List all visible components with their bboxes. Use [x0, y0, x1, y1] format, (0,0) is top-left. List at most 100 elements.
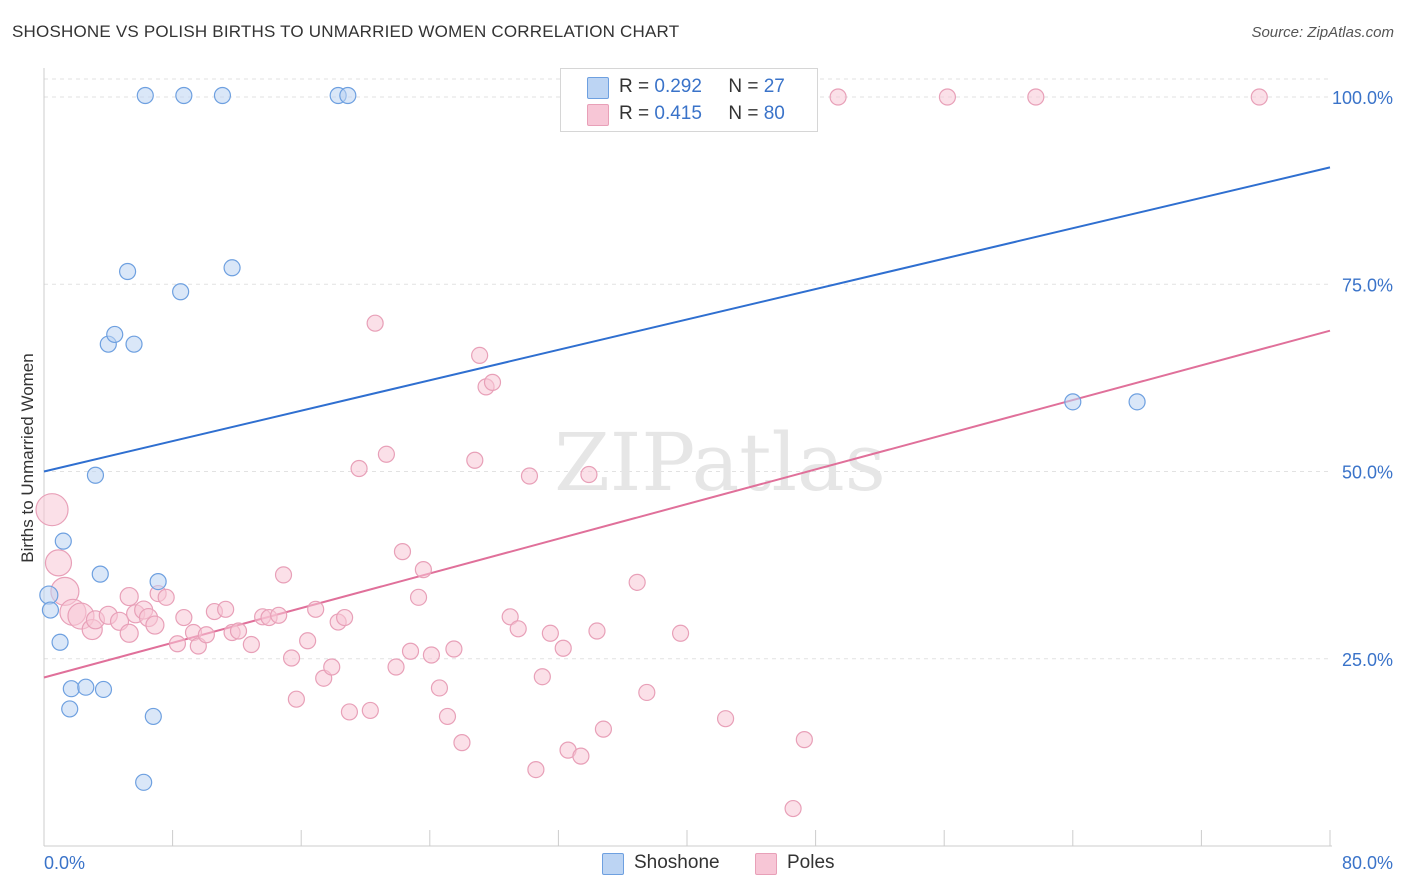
- poles-point: [282, 649, 301, 667]
- poles-point: [274, 566, 293, 584]
- shoshone-point: [223, 259, 241, 277]
- poles-point: [580, 465, 598, 484]
- poles-point: [430, 679, 449, 697]
- y-tick-label: 50.0%: [1342, 463, 1393, 483]
- chart-source: Source: ZipAtlas.com: [1251, 24, 1394, 41]
- y-tick-label: 100.0%: [1332, 88, 1393, 108]
- poles-point: [938, 88, 957, 106]
- poles-point: [1027, 88, 1045, 106]
- poles-point: [520, 467, 539, 485]
- data-points: [35, 86, 1268, 818]
- legend-r-label: R =: [619, 76, 650, 97]
- axes: [43, 68, 1332, 847]
- poles-point: [628, 573, 646, 591]
- poles-swatch: [587, 104, 609, 126]
- shoshone-point: [136, 86, 154, 105]
- poles-point: [784, 799, 802, 818]
- poles-point: [453, 734, 471, 752]
- poles-point: [541, 624, 559, 642]
- shoshone-point: [62, 680, 80, 698]
- poles-point: [1250, 88, 1268, 106]
- poles-point: [393, 543, 412, 561]
- tick-labels: 25.0% 50.0% 75.0% 100.0% 0.0% 80.0%: [44, 88, 1393, 873]
- poles-point: [145, 615, 165, 635]
- grid-lines: [44, 78, 1330, 660]
- x-tick-label: 80.0%: [1342, 853, 1393, 873]
- poles-point: [377, 445, 395, 463]
- poles-point: [401, 642, 420, 660]
- poles-point: [387, 658, 405, 676]
- poles-point: [340, 703, 359, 721]
- shoshone-point: [94, 680, 113, 699]
- poles-point: [409, 588, 428, 606]
- poles-point: [270, 606, 288, 624]
- legend-r-value: 0.415: [654, 103, 702, 124]
- poles-point: [197, 626, 215, 644]
- poles-point: [795, 731, 813, 749]
- shoshone-point: [135, 773, 153, 791]
- poles-point: [445, 640, 463, 658]
- poles-point: [554, 639, 572, 657]
- poles-point: [350, 459, 368, 478]
- legend-n-label: N =: [728, 103, 759, 124]
- y-axis-label: Births to Unmarried Women: [18, 353, 37, 562]
- poles-point: [588, 622, 606, 640]
- x-tick-label: 0.0%: [44, 853, 85, 873]
- poles-point: [323, 658, 341, 676]
- watermark: ZIPatlas: [554, 416, 886, 509]
- poles-point: [483, 373, 502, 391]
- poles-point: [229, 622, 248, 640]
- legend-label-poles: Poles: [787, 852, 835, 873]
- poles-point: [119, 586, 139, 607]
- poles-point: [168, 635, 187, 653]
- poles-point: [242, 635, 260, 654]
- legend-label-shoshone: Shoshone: [634, 852, 720, 873]
- poles-point: [119, 623, 139, 643]
- poles-point: [422, 646, 441, 664]
- shoshone-point: [118, 262, 137, 281]
- poles-point: [287, 690, 305, 708]
- legend-n-value: 80: [763, 103, 785, 124]
- poles-point: [572, 747, 590, 765]
- shoshone-point: [149, 573, 167, 591]
- poles-point: [414, 561, 432, 579]
- shoshone-swatch: [587, 77, 609, 99]
- poles-swatch: [755, 853, 777, 875]
- shoshone-point: [61, 700, 79, 718]
- poles-point: [157, 588, 175, 606]
- poles-point: [361, 701, 379, 720]
- y-tick-label: 25.0%: [1342, 650, 1393, 670]
- shoshone-point: [172, 283, 190, 301]
- poles-point: [299, 632, 317, 650]
- shoshone-point: [54, 532, 72, 550]
- shoshone-point: [51, 633, 69, 651]
- poles-point: [217, 600, 235, 618]
- shoshone-point: [91, 565, 109, 583]
- shoshone-point: [144, 707, 162, 726]
- poles-point: [527, 761, 545, 779]
- shoshone-point: [106, 325, 124, 344]
- poles-point: [366, 314, 384, 332]
- poles-point: [509, 620, 527, 638]
- legend-n-value: 27: [763, 76, 785, 97]
- poles-point: [829, 88, 847, 106]
- poles-point: [35, 493, 69, 527]
- shoshone-point: [125, 335, 143, 353]
- poles-point: [336, 608, 354, 627]
- poles-point: [466, 451, 484, 469]
- poles-point: [44, 549, 73, 577]
- poles-point: [594, 720, 613, 738]
- shoshone-point: [86, 466, 105, 484]
- poles-point: [671, 624, 690, 642]
- shoshone-point: [213, 86, 232, 105]
- shoshone-point: [77, 678, 95, 696]
- poles-point: [638, 683, 656, 702]
- shoshone-point: [1064, 393, 1082, 411]
- poles-point: [471, 346, 489, 365]
- y-tick-label: 75.0%: [1342, 275, 1393, 295]
- shoshone-point: [175, 86, 193, 105]
- poles-point: [501, 608, 519, 626]
- legend-r-label: R =: [619, 103, 650, 124]
- shoshone-point: [339, 86, 357, 105]
